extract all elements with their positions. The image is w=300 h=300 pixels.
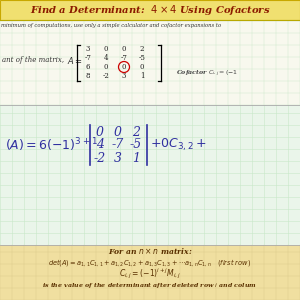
Text: 3: 3 — [122, 72, 126, 80]
Text: Find a Determinant:  $4 \times 4$ Using Cofactors: Find a Determinant: $4 \times 4$ Using C… — [30, 3, 270, 17]
Text: 0: 0 — [140, 63, 144, 71]
Text: -2: -2 — [94, 152, 106, 164]
Text: -7: -7 — [121, 54, 128, 62]
Text: 0: 0 — [122, 45, 126, 53]
Text: $det(A) = a_{1,1}C_{1,1} + a_{1,2}C_{1,2} + a_{1,3}C_{1,3} + \cdots a_{1,n}C_{1,: $det(A) = a_{1,1}C_{1,1} + a_{1,2}C_{1,2… — [49, 257, 251, 268]
Text: 8: 8 — [86, 72, 90, 80]
Text: $A =$: $A =$ — [67, 55, 83, 65]
Text: 6: 6 — [86, 63, 90, 71]
Text: ant of the matrix,: ant of the matrix, — [2, 56, 64, 64]
Text: minimum of computations, use only a simple calculator and cofactor expansions to: minimum of computations, use only a simp… — [1, 22, 221, 28]
Text: 0: 0 — [96, 125, 104, 139]
FancyBboxPatch shape — [0, 20, 300, 245]
Text: 2: 2 — [140, 45, 144, 53]
Text: 2: 2 — [132, 125, 140, 139]
Text: Cofactor $C_{i,j} = (-1$: Cofactor $C_{i,j} = (-1$ — [176, 69, 238, 79]
Text: 3: 3 — [114, 152, 122, 164]
Text: 0: 0 — [122, 63, 126, 71]
Text: $+0C_{3,2}+$: $+0C_{3,2}+$ — [150, 137, 207, 153]
Text: -5: -5 — [139, 54, 145, 62]
Text: -7: -7 — [85, 54, 92, 62]
Text: $C_{i,j} = (-1)^{i+j}M_{i,j}$: $C_{i,j} = (-1)^{i+j}M_{i,j}$ — [119, 267, 181, 281]
Text: -2: -2 — [103, 72, 110, 80]
Text: 4: 4 — [104, 54, 108, 62]
Text: 0: 0 — [114, 125, 122, 139]
Text: is the value of the determinant after deleted row $i$ and colum: is the value of the determinant after de… — [43, 281, 257, 290]
FancyBboxPatch shape — [0, 0, 300, 20]
Text: 0: 0 — [104, 45, 108, 53]
Text: 3: 3 — [86, 45, 90, 53]
Text: 1: 1 — [140, 72, 144, 80]
Text: For an $n \times n$ matrix:: For an $n \times n$ matrix: — [108, 246, 192, 256]
FancyBboxPatch shape — [0, 20, 300, 105]
Text: -7: -7 — [112, 139, 124, 152]
FancyBboxPatch shape — [0, 245, 300, 300]
Text: 1: 1 — [132, 152, 140, 164]
Text: 0: 0 — [104, 63, 108, 71]
Text: -5: -5 — [130, 139, 142, 152]
Text: 4: 4 — [96, 139, 104, 152]
Text: $(A) = 6(-1)^{3+1}$: $(A) = 6(-1)^{3+1}$ — [5, 136, 98, 154]
